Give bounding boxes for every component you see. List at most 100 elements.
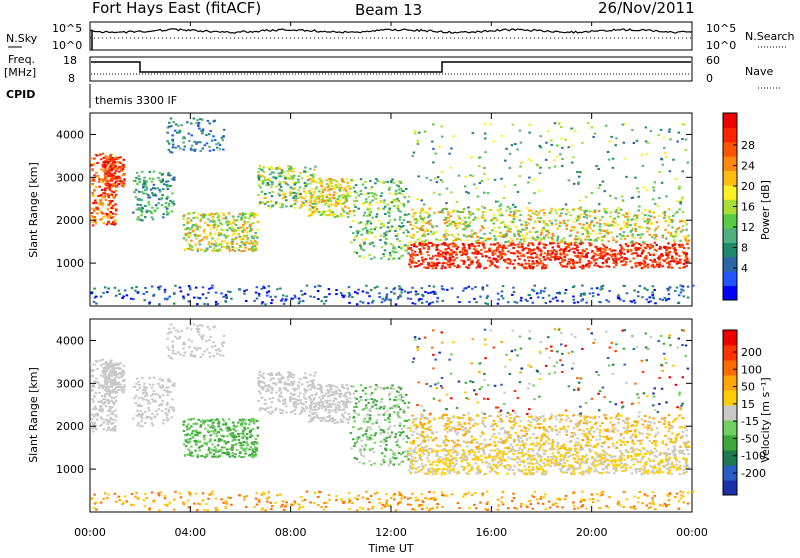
velocity-cell — [152, 400, 155, 402]
power-cell — [102, 222, 105, 224]
velocity-cell — [271, 401, 274, 403]
power-cell — [124, 289, 127, 291]
velocity-cell — [183, 420, 186, 422]
power-cell — [101, 181, 104, 183]
power-cell — [423, 217, 426, 219]
power-cell — [369, 231, 372, 233]
power-cell — [602, 255, 605, 257]
power-cell — [470, 156, 473, 158]
power-cell — [592, 136, 595, 138]
power-cell — [220, 292, 223, 294]
power-cell — [264, 197, 267, 199]
power-cell — [102, 196, 105, 198]
power-cell — [661, 265, 664, 267]
velocity-cell — [161, 379, 164, 381]
power-cell — [115, 190, 118, 192]
power-cell — [675, 258, 678, 260]
power-cell — [512, 124, 515, 126]
velocity-cell — [303, 404, 306, 406]
power-cell — [271, 195, 274, 197]
power-cell — [238, 233, 241, 235]
velocity-cell — [235, 443, 238, 445]
power-cell — [594, 246, 597, 248]
power-cell — [187, 294, 190, 296]
power-cell — [428, 247, 431, 249]
velocity-cell — [263, 377, 266, 379]
velocity-cell — [107, 378, 110, 380]
power-cell — [675, 235, 678, 237]
power-cell — [199, 297, 202, 299]
power-cell — [222, 296, 225, 298]
power-cell — [263, 287, 266, 289]
power-cell — [304, 167, 307, 169]
colorbar-swatch — [723, 127, 737, 142]
power-cell — [658, 264, 661, 266]
power-cell — [632, 197, 635, 199]
power-cell — [347, 195, 350, 197]
power-cell — [152, 295, 155, 297]
power-cell — [589, 293, 592, 295]
velocity-cell — [104, 389, 107, 391]
power-cell — [486, 251, 489, 253]
power-cell — [527, 181, 530, 183]
velocity-cell — [159, 378, 162, 380]
power-cell — [569, 214, 572, 216]
velocity-cell — [153, 390, 156, 392]
power-cell — [345, 198, 348, 200]
power-cell — [135, 196, 138, 198]
power-cell — [415, 222, 418, 224]
power-cell — [495, 266, 498, 268]
velocity-cell — [218, 425, 221, 427]
power-cell — [496, 242, 499, 244]
power-cell — [284, 178, 287, 180]
power-cell — [130, 298, 133, 300]
power-cell — [685, 255, 688, 257]
velocity-cell — [144, 395, 147, 397]
power-cell — [416, 231, 419, 233]
power-cell — [139, 204, 142, 206]
power-cell — [113, 158, 116, 160]
power-cell — [533, 213, 536, 215]
power-cell — [509, 231, 512, 233]
power-cell — [107, 217, 110, 219]
power-cell — [435, 255, 438, 257]
power-cell — [242, 227, 245, 229]
power-cell — [383, 225, 386, 227]
velocity-cell — [96, 360, 99, 362]
velocity-cell — [100, 400, 103, 402]
power-cell — [633, 290, 636, 292]
power-cell — [461, 220, 464, 222]
velocity-cell — [193, 430, 196, 432]
power-cell — [133, 180, 136, 182]
velocity-cell — [136, 410, 139, 412]
power-cell — [118, 290, 121, 292]
power-cell — [403, 203, 406, 205]
velocity-cell — [141, 397, 144, 399]
velocity-cell — [207, 424, 210, 426]
velocity-cell — [169, 357, 172, 359]
velocity-cell — [297, 385, 300, 387]
power-cell — [478, 157, 481, 159]
freq-label-1: Freq. — [8, 53, 35, 66]
power-cell — [535, 211, 538, 213]
power-cell — [402, 246, 405, 248]
power-cell — [240, 250, 243, 252]
power-cell — [445, 219, 448, 221]
power-cell — [518, 258, 521, 260]
power-cell — [653, 234, 656, 236]
power-cell — [681, 197, 684, 199]
power-cell — [309, 183, 312, 185]
velocity-cell — [183, 443, 186, 445]
power-cell — [676, 141, 679, 143]
power-cell — [630, 250, 633, 252]
colorbar-swatch — [723, 271, 737, 286]
power-cell — [415, 291, 418, 293]
power-cell — [459, 239, 462, 241]
velocity-cell — [102, 359, 105, 361]
velocity-cell — [190, 446, 193, 448]
power-cell — [593, 264, 596, 266]
power-cell — [591, 192, 594, 194]
power-cell — [241, 230, 244, 232]
y-tick-label: 3000 — [56, 171, 84, 184]
velocity-cell — [243, 456, 246, 458]
